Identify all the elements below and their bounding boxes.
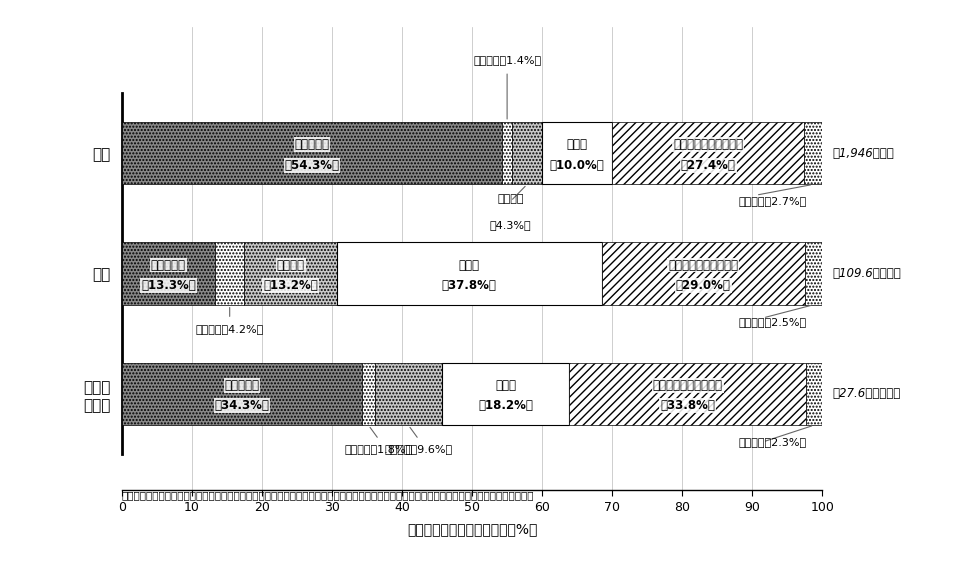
X-axis label: 金融資産合計に占める割合（%）: 金融資産合計に占める割合（%） [407, 522, 537, 536]
Bar [569, 363, 806, 425]
Text: 債務証券（1.8%）: 債務証券（1.8%） [345, 444, 413, 454]
Text: 投資信託: 投資信託 [276, 258, 305, 271]
Text: 投資信託（9.6%）: 投資信託（9.6%） [385, 444, 453, 454]
Text: 保険・年金・定型保証: 保険・年金・定型保証 [673, 138, 743, 151]
Bar [542, 122, 612, 185]
Text: （37.8%）: （37.8%） [442, 279, 497, 292]
Bar [362, 363, 375, 425]
Text: 現金・預金: 現金・預金 [224, 379, 260, 392]
Text: 投資信託: 投資信託 [498, 193, 524, 204]
Text: 保険・年金・定型保証: 保険・年金・定型保証 [669, 258, 738, 271]
Text: 株式等: 株式等 [459, 258, 480, 271]
Text: （18.2%）: （18.2%） [478, 399, 533, 413]
Text: （13.3%）: （13.3%） [141, 279, 196, 292]
Text: 株式等: 株式等 [567, 138, 588, 151]
Text: （33.8%）: （33.8%） [661, 399, 715, 413]
Text: 保険・年金・定型保証: 保険・年金・定型保証 [653, 379, 723, 392]
Bar [215, 242, 244, 305]
Text: 株式等: 株式等 [495, 379, 516, 392]
Text: その他計（2.5%）: その他計（2.5%） [738, 316, 806, 326]
Bar [122, 122, 503, 185]
Bar [804, 122, 823, 185]
Text: （27.6兆ユーロ）: （27.6兆ユーロ） [833, 387, 901, 400]
Text: （4.3%）: （4.3%） [490, 220, 531, 230]
Text: （109.6兆ドル）: （109.6兆ドル） [833, 267, 902, 280]
Bar [442, 363, 569, 425]
Bar [805, 242, 823, 305]
Text: その他計（2.3%）: その他計（2.3%） [738, 437, 806, 447]
Bar [601, 242, 805, 305]
Bar [244, 242, 337, 305]
Text: （27.4%）: （27.4%） [680, 159, 736, 172]
Text: （13.2%）: （13.2%） [264, 279, 318, 292]
Text: 債務証券（1.4%）: 債務証券（1.4%） [473, 55, 541, 65]
Bar [122, 363, 362, 425]
Text: 現金・預金: 現金・預金 [295, 138, 330, 151]
Bar [375, 363, 442, 425]
Text: ＊「その他計」は、金融資産合計から、「現金・預金」、「債務証券」、「投資信託」、「株式等」、「保険・年金・定型保証」を控除した残差。: ＊「その他計」は、金融資産合計から、「現金・預金」、「債務証券」、「投資信託」、… [122, 490, 534, 500]
Text: 債務証券（4.2%）: 債務証券（4.2%） [195, 324, 264, 334]
Bar [122, 242, 215, 305]
Text: （34.3%）: （34.3%） [215, 399, 269, 413]
Text: （10.0%）: （10.0%） [549, 159, 604, 172]
Text: （54.3%）: （54.3%） [284, 159, 340, 172]
Text: （29.0%）: （29.0%） [675, 279, 731, 292]
Bar [337, 242, 601, 305]
Bar [612, 122, 804, 185]
Text: （1,946兆円）: （1,946兆円） [833, 146, 895, 159]
Text: 現金・預金: 現金・預金 [151, 258, 185, 271]
Bar [806, 363, 823, 425]
Bar [512, 122, 542, 185]
Text: その他計（2.7%）: その他計（2.7%） [738, 196, 806, 206]
Bar [503, 122, 512, 185]
